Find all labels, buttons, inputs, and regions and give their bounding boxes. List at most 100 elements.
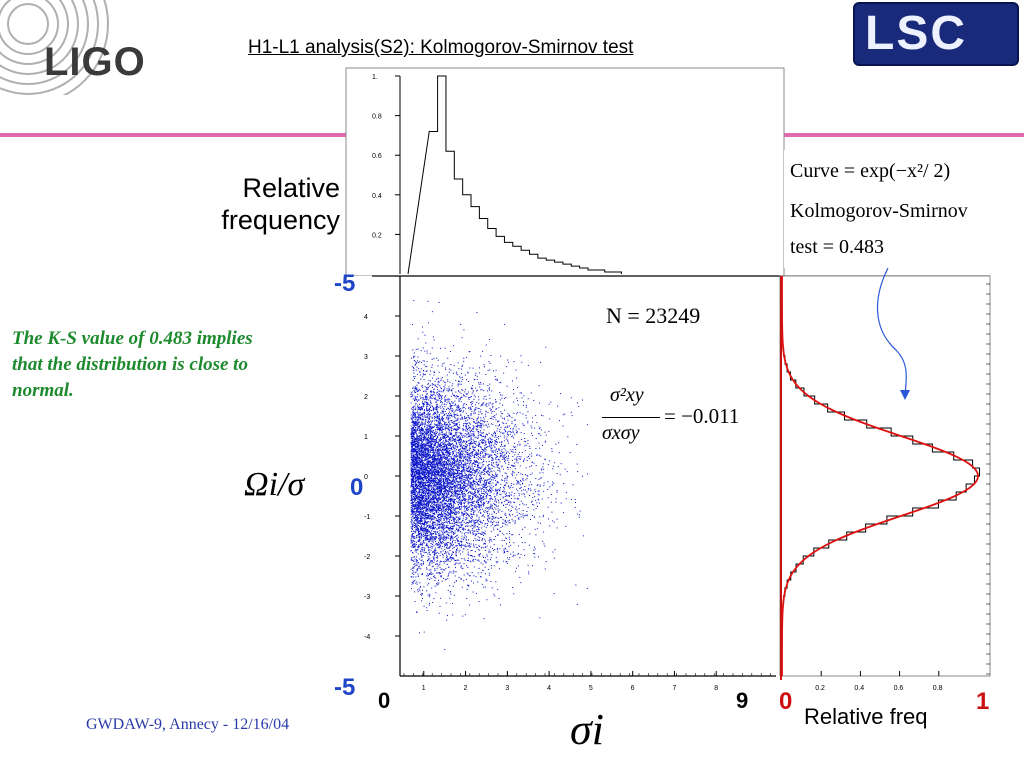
scatter-point xyxy=(461,511,463,513)
scatter-point xyxy=(456,409,458,411)
scatter-point xyxy=(480,383,482,385)
scatter-point xyxy=(487,423,489,425)
scatter-point xyxy=(432,506,434,508)
scatter-point xyxy=(417,406,419,408)
scatter-point xyxy=(438,394,440,396)
scatter-point xyxy=(491,507,493,509)
scatter-point xyxy=(506,477,508,479)
scatter-point xyxy=(422,477,424,479)
scatter-point xyxy=(480,405,482,407)
scatter-point xyxy=(459,418,461,420)
scatter-point xyxy=(504,485,506,487)
scatter-point xyxy=(442,485,444,487)
scatter-point xyxy=(478,491,480,493)
scatter-point xyxy=(433,498,435,500)
scatter-point xyxy=(465,538,467,540)
scatter-point xyxy=(479,504,481,506)
scatter-point xyxy=(412,514,414,516)
scatter-point xyxy=(445,431,447,433)
scatter-point xyxy=(459,408,461,410)
scatter-point xyxy=(475,475,477,477)
scatter-point xyxy=(461,474,463,476)
scatter-point xyxy=(451,487,453,489)
scatter-point xyxy=(438,421,440,423)
scatter-point xyxy=(460,477,462,479)
scatter-point xyxy=(532,421,534,423)
scatter-point xyxy=(471,572,473,574)
scatter-point xyxy=(494,536,496,538)
scatter-point xyxy=(414,405,416,407)
scatter-point xyxy=(413,464,415,466)
scatter-point xyxy=(431,525,433,527)
scatter-point xyxy=(430,397,432,399)
scatter-point xyxy=(439,526,441,528)
scatter-point xyxy=(494,595,496,597)
scatter-point xyxy=(527,507,529,509)
scatter-point xyxy=(467,500,469,502)
scatter-point xyxy=(424,455,426,457)
scatter-point xyxy=(437,466,439,468)
scatter-point xyxy=(416,439,418,441)
scatter-point xyxy=(427,517,429,519)
scatter-point xyxy=(458,483,460,485)
scatter-point xyxy=(499,530,501,532)
scatter-point xyxy=(427,476,429,478)
scatter-point xyxy=(418,535,420,537)
scatter-point xyxy=(421,530,423,532)
scatter-point xyxy=(449,453,451,455)
scatter-point xyxy=(509,433,511,435)
scatter-point xyxy=(444,396,446,398)
scatter-point xyxy=(472,533,474,535)
scatter-point xyxy=(445,458,447,460)
scatter-point xyxy=(514,458,516,460)
scatter-point xyxy=(479,462,481,464)
scatter-point xyxy=(548,403,550,405)
scatter-point xyxy=(465,412,467,414)
scatter-point xyxy=(518,451,520,453)
scatter-point xyxy=(442,406,444,408)
scatter-point xyxy=(520,473,522,475)
scatter-point xyxy=(466,460,468,462)
scatter-point xyxy=(442,453,444,455)
scatter-point xyxy=(415,525,417,527)
scatter-point xyxy=(487,439,489,441)
scatter-point xyxy=(463,487,465,489)
scatter-point xyxy=(464,507,466,509)
scatter-point xyxy=(438,489,440,491)
scatter-point xyxy=(501,394,503,396)
scatter-point xyxy=(416,384,418,386)
scatter-point xyxy=(442,495,444,497)
scatter-point xyxy=(430,494,432,496)
scatter-point xyxy=(493,470,495,472)
scatter-point xyxy=(461,486,463,488)
scatter-point xyxy=(436,463,438,465)
histogram-y-tick-label: 0.8 xyxy=(372,114,382,121)
scatter-point xyxy=(440,568,442,570)
scatter-point xyxy=(435,357,437,359)
scatter-point xyxy=(527,487,529,489)
scatter-point xyxy=(423,502,425,504)
scatter-point xyxy=(419,491,421,493)
scatter-point xyxy=(437,441,439,443)
scatter-point xyxy=(485,562,487,564)
scatter-point xyxy=(432,495,434,497)
scatter-point xyxy=(444,397,446,399)
scatter-point xyxy=(472,582,474,584)
scatter-point xyxy=(411,395,413,397)
scatter-point xyxy=(483,543,485,545)
scatter-point xyxy=(467,372,469,374)
scatter-point xyxy=(433,371,435,373)
scatter-point xyxy=(512,431,514,433)
scatter-point xyxy=(440,535,442,537)
scatter-point xyxy=(444,410,446,412)
scatter-point xyxy=(431,395,433,397)
scatter-point xyxy=(458,563,460,565)
scatter-point xyxy=(553,482,555,484)
scatter-point xyxy=(433,383,435,385)
scatter-point xyxy=(431,446,433,448)
scatter-point xyxy=(421,468,423,470)
scatter-point xyxy=(434,384,436,386)
scatter-point xyxy=(460,464,462,466)
scatter-point xyxy=(458,399,460,401)
scatter-point xyxy=(496,379,498,381)
